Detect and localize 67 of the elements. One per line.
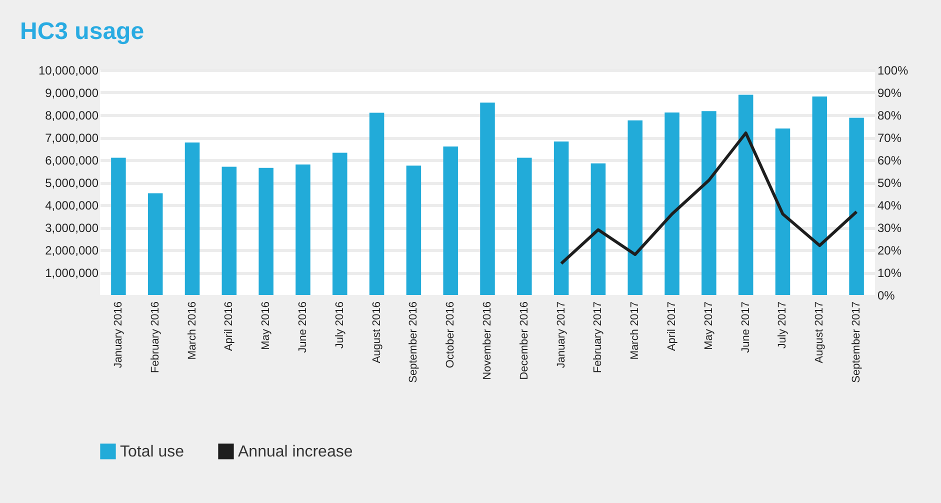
x-tick-label: January 2017	[555, 302, 568, 368]
y2-tick-label: 80%	[878, 108, 902, 122]
y-tick-label: 6,000,000	[45, 154, 99, 168]
bar	[480, 102, 495, 295]
bar	[296, 164, 310, 295]
bar	[258, 168, 274, 295]
x-tick-label: December 2016	[518, 302, 530, 380]
bar	[702, 111, 716, 295]
y-tick-label: 4,000,000	[45, 198, 99, 212]
bar	[628, 120, 642, 295]
y2-tick-label: 20%	[878, 244, 902, 258]
x-tick-label: February 2017	[592, 302, 604, 374]
bar	[443, 146, 458, 295]
bar	[775, 128, 790, 295]
y2-tick-label: 40%	[878, 198, 902, 212]
x-tick-label: November 2016	[482, 302, 494, 380]
legend-label: Annual increase	[238, 443, 353, 460]
y2-tick-label: 50%	[878, 176, 902, 190]
bar	[369, 112, 384, 295]
x-tick-label: June 2016	[296, 302, 309, 353]
bar	[332, 152, 348, 295]
y2-tick-label: 10%	[878, 266, 902, 280]
bar	[222, 166, 237, 295]
bar	[738, 94, 754, 295]
y2-tick-label: 30%	[878, 221, 902, 235]
x-tick-label: May 2017	[702, 302, 715, 350]
x-tick-label: October 2016	[444, 302, 457, 368]
x-tick-label: April 2017	[666, 302, 678, 352]
y-tick-label: 1,000,000	[45, 266, 99, 280]
y2-tick-label: 0%	[878, 288, 896, 302]
y-tick-label: 9,000,000	[45, 86, 99, 100]
y2-tick-label: 70%	[878, 131, 902, 145]
y-tick-label: 2,000,000	[45, 244, 99, 258]
y-tick-label: 5,000,000	[45, 176, 99, 190]
bar	[849, 118, 864, 295]
y-tick-label: 7,000,000	[45, 131, 99, 145]
bar	[517, 158, 532, 295]
legend-label: Total use	[120, 443, 184, 460]
x-tick-label: April 2016	[223, 302, 236, 352]
x-tick-label: February 2016	[149, 302, 162, 374]
y2-tick-label: 100%	[878, 64, 909, 78]
y-tick-label: 8,000,000	[45, 108, 99, 122]
x-tick-label: March 2017	[629, 302, 642, 360]
y2-tick-label: 60%	[878, 154, 902, 168]
x-tick-label: July 2016	[334, 302, 346, 349]
y-tick-label: 10,000,000	[38, 64, 99, 78]
x-tick-label: May 2016	[260, 302, 272, 350]
y2-tick-label: 90%	[878, 86, 902, 100]
bar	[812, 96, 828, 295]
x-tick-label: September 2017	[850, 302, 863, 383]
bar	[184, 142, 200, 295]
line-series	[560, 132, 858, 265]
x-tick-label: January 2016	[112, 302, 124, 368]
x-tick-label: August 2017	[814, 302, 826, 364]
x-tick-label: June 2017	[740, 302, 752, 353]
bar	[590, 163, 606, 295]
x-tick-label: August 2016	[370, 302, 383, 364]
chart-title: HC3 usage	[20, 18, 144, 45]
x-tick-label: March 2016	[186, 302, 198, 360]
x-tick-label: July 2017	[776, 302, 789, 349]
bar	[148, 193, 163, 295]
y-tick-label: 3,000,000	[45, 221, 99, 235]
bar	[111, 158, 126, 295]
bar	[554, 142, 569, 295]
bar	[406, 166, 422, 295]
x-tick-label: September 2016	[408, 302, 420, 383]
bar	[664, 112, 680, 295]
